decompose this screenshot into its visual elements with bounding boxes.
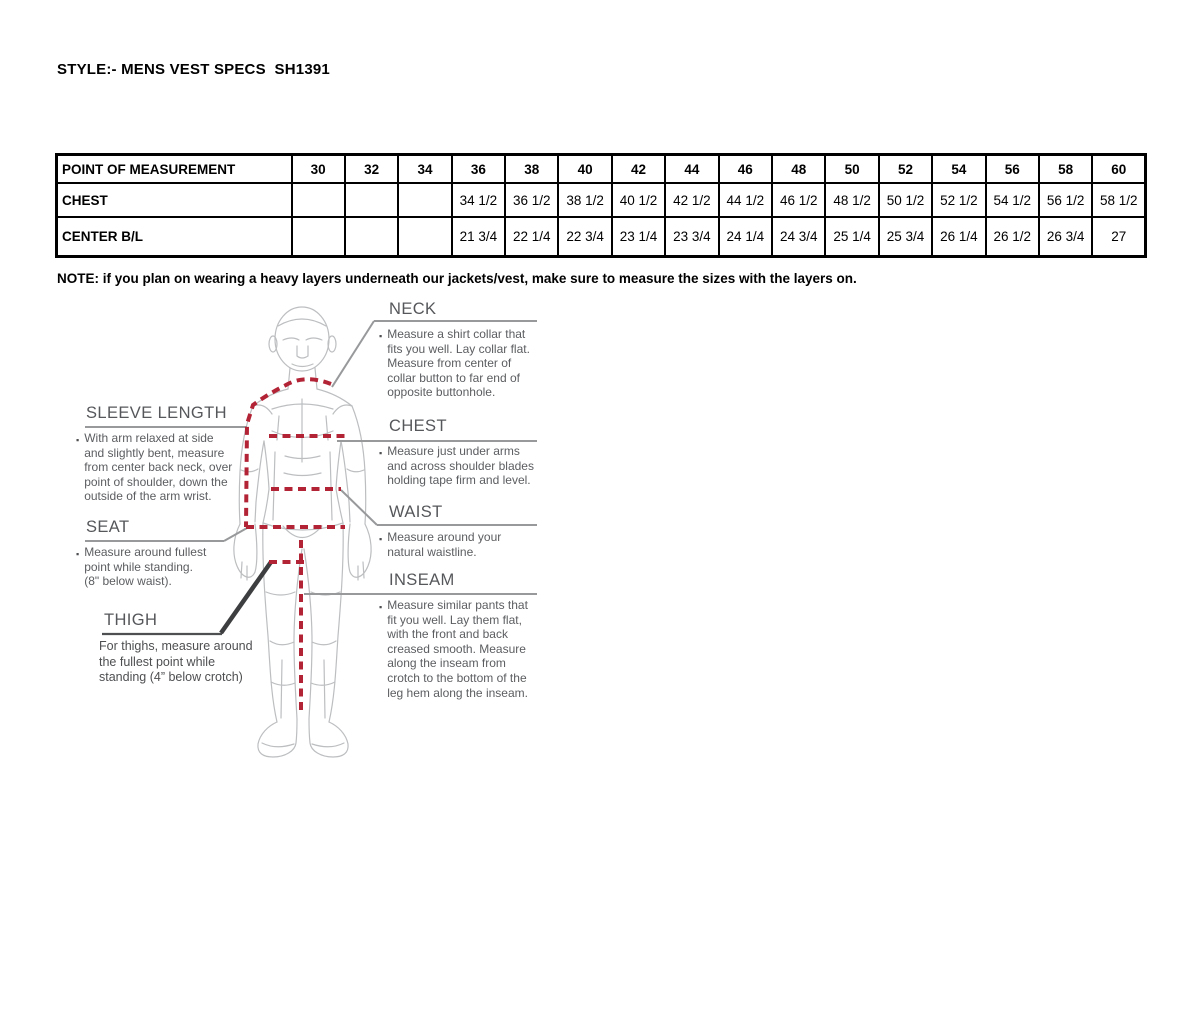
cell: 52 1/2 (931, 182, 987, 218)
cell: 22 3/4 (557, 216, 613, 258)
inseam-callout: INSEAM ▪ Measure similar pants that fit … (379, 571, 557, 700)
cell: 27 (1091, 216, 1147, 258)
sleeve-length-callout: SLEEVE LENGTH ▪ With arm relaxed at side… (76, 404, 254, 504)
thigh-callout: THIGH For thighs, measure around the ful… (99, 611, 277, 686)
col-header: 34 (397, 153, 453, 184)
cell (343, 182, 400, 218)
row-label: CENTER B/L (55, 216, 293, 258)
col-header: POINT OF MEASUREMENT (55, 153, 293, 184)
cell: 40 1/2 (610, 182, 667, 218)
cell (290, 216, 346, 258)
bullet-icon: ▪ (379, 534, 383, 544)
sleeve-length-instructions: With arm relaxed at side and slightly be… (84, 431, 233, 504)
cell: 56 1/2 (1037, 182, 1094, 218)
waist-callout: WAIST ▪ Measure around your natural wais… (379, 503, 557, 559)
table-row-chest: CHEST 34 1/2 36 1/2 38 1/2 40 1/2 42 1/2… (55, 182, 1147, 218)
cell: 38 1/2 (557, 182, 613, 218)
seat-callout: SEAT ▪ Measure around fullest point whil… (76, 518, 254, 589)
col-header: 50 (824, 153, 880, 184)
neck-heading: NECK (389, 300, 437, 318)
bullet-icon: ▪ (379, 448, 383, 458)
col-header: 52 (877, 153, 934, 184)
cell: 46 1/2 (771, 182, 827, 218)
col-header: 44 (664, 153, 720, 184)
cell: 34 1/2 (450, 182, 507, 218)
col-header: 40 (557, 153, 613, 184)
cell: 50 1/2 (877, 182, 934, 218)
cell: 26 3/4 (1037, 216, 1094, 258)
neck-callout-line (331, 320, 375, 388)
col-header: 38 (504, 153, 560, 184)
thigh-heading: THIGH (104, 611, 158, 629)
size-table: POINT OF MEASUREMENT 30 32 34 36 38 40 4… (55, 153, 1148, 258)
col-header: 42 (610, 153, 667, 184)
cell: 48 1/2 (824, 182, 880, 218)
seat-heading: SEAT (86, 518, 130, 536)
cell: 25 3/4 (877, 216, 934, 258)
col-header: 54 (931, 153, 987, 184)
table-row-center-bl: CENTER B/L 21 3/4 22 1/4 22 3/4 23 1/4 2… (55, 216, 1147, 258)
seat-instructions: Measure around fullest point while stand… (84, 545, 207, 589)
cell: 26 1/2 (984, 216, 1040, 258)
callout-lines (85, 320, 537, 595)
cell: 44 1/2 (717, 182, 774, 218)
cell: 24 1/4 (717, 216, 774, 258)
note-text: NOTE: if you plan on wearing a heavy lay… (57, 271, 857, 286)
chest-heading: CHEST (389, 417, 447, 435)
measure-lines (244, 377, 345, 713)
col-header: 32 (343, 153, 400, 184)
waist-heading: WAIST (389, 503, 443, 521)
cell: 26 1/4 (931, 216, 987, 258)
inseam-heading: INSEAM (389, 571, 455, 589)
cell (397, 216, 453, 258)
chest-callout: CHEST ▪ Measure just under arms and acro… (379, 417, 557, 488)
waist-instructions: Measure around your natural waistline. (387, 530, 502, 559)
neck-callout: NECK ▪ Measure a shirt collar that fits … (379, 300, 557, 400)
seat-callout-line (223, 527, 248, 542)
sleeve-length-heading: SLEEVE LENGTH (86, 404, 227, 422)
cell: 21 3/4 (450, 216, 507, 258)
cell: 23 3/4 (664, 216, 720, 258)
inseam-instructions: Measure similar pants that fit you well.… (387, 598, 528, 700)
neck-sleeve-measure-line (244, 377, 332, 528)
cell: 54 1/2 (984, 182, 1040, 218)
bullet-icon: ▪ (76, 435, 80, 445)
col-header: 46 (717, 153, 774, 184)
cell: 22 1/4 (504, 216, 560, 258)
col-header: 56 (984, 153, 1040, 184)
bullet-icon: ▪ (76, 549, 80, 559)
cell (397, 182, 453, 218)
size-table-header-row: POINT OF MEASUREMENT 30 32 34 36 38 40 4… (55, 153, 1147, 184)
cell (290, 182, 346, 218)
thigh-instructions: For thighs, measure around the fullest p… (99, 639, 253, 684)
cell: 24 3/4 (771, 216, 827, 258)
col-header: 60 (1091, 153, 1147, 184)
thigh-pointer-line (219, 560, 273, 635)
col-header: 58 (1037, 153, 1094, 184)
chest-instructions: Measure just under arms and across shoul… (387, 444, 534, 488)
col-header: 30 (290, 153, 346, 184)
col-header: 48 (771, 153, 827, 184)
cell (343, 216, 400, 258)
col-header: 36 (450, 153, 507, 184)
page-title: STYLE:- MENS VEST SPECS SH1391 (57, 61, 330, 78)
neck-instructions: Measure a shirt collar that fits you wel… (387, 327, 530, 400)
cell: 25 1/4 (824, 216, 880, 258)
bullet-icon: ▪ (379, 331, 383, 341)
cell: 36 1/2 (504, 182, 560, 218)
row-label: CHEST (55, 182, 293, 218)
cell: 42 1/2 (664, 182, 720, 218)
cell: 58 1/2 (1091, 182, 1147, 218)
waist-callout-line (340, 489, 378, 526)
cell: 23 1/4 (610, 216, 667, 258)
measurement-diagram (85, 306, 537, 758)
bullet-icon: ▪ (379, 602, 383, 612)
